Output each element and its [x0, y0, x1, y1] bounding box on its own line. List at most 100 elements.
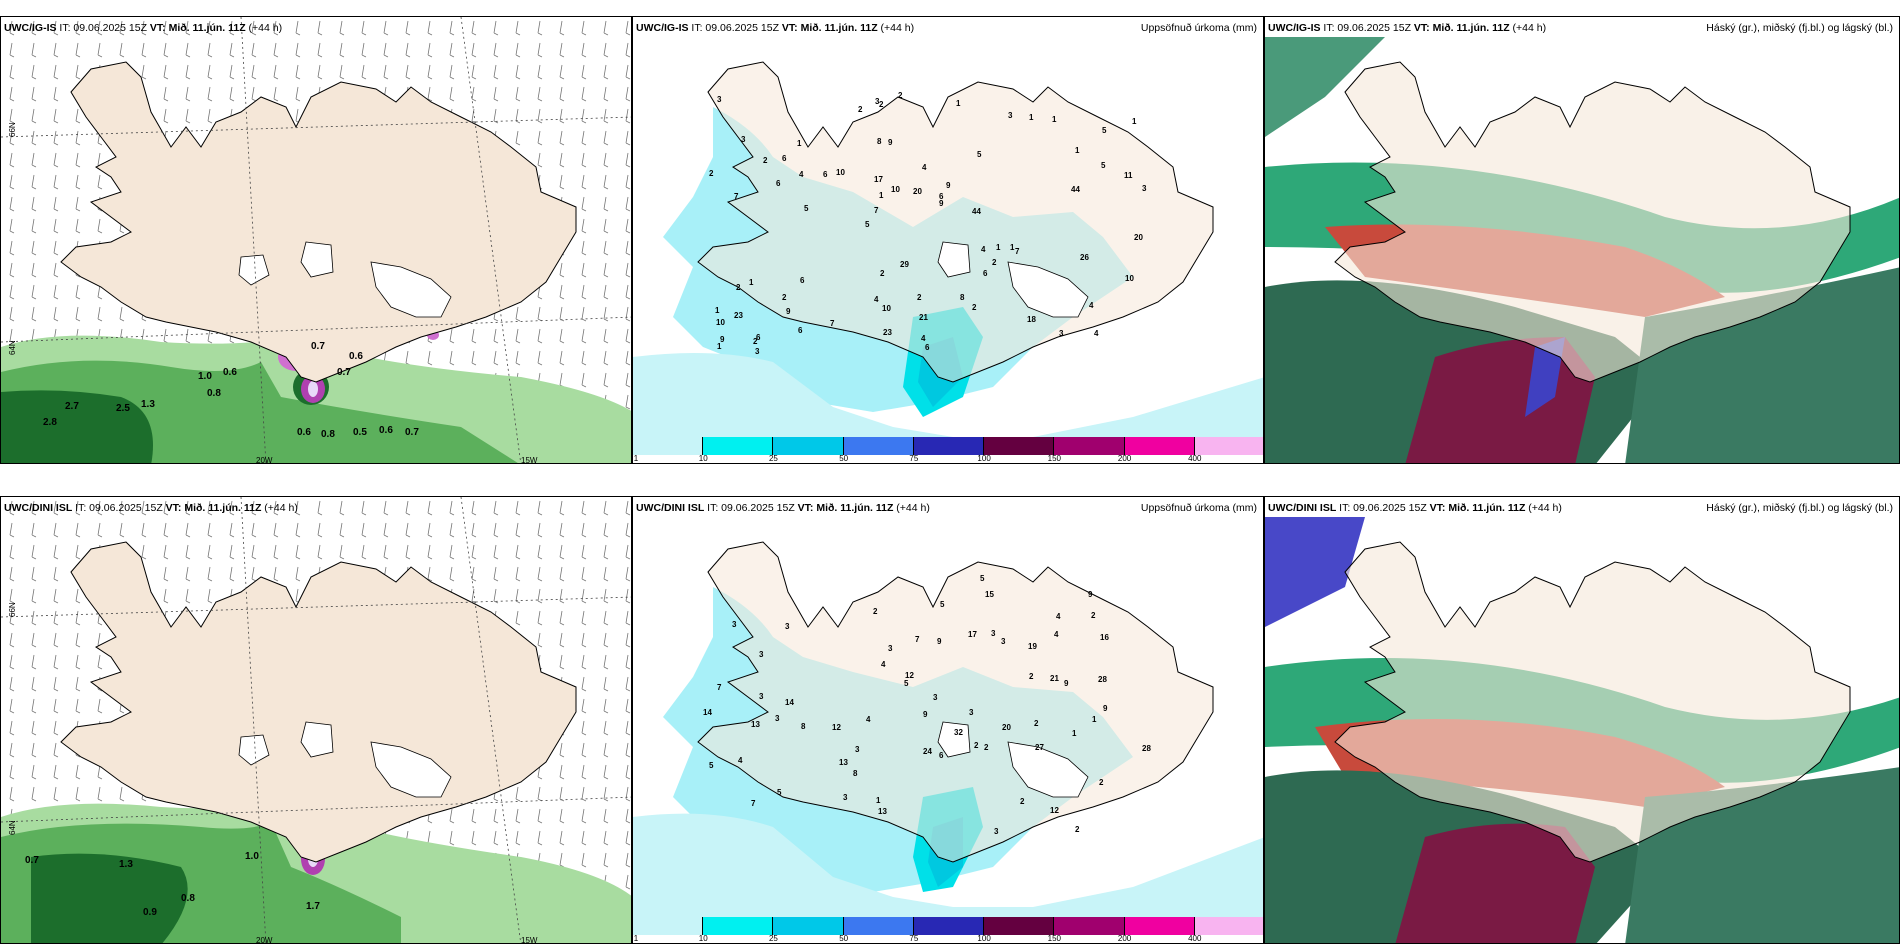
station-precip-value: 3	[991, 629, 996, 638]
panel-title: UWC/DINI ISL IT: 09.06.2025 15Z VT: Mið.…	[636, 502, 930, 514]
station-precip-value: 3	[855, 745, 860, 754]
colorbar-tick-label: 100	[977, 934, 991, 943]
station-precip-value: 3	[775, 714, 780, 723]
colorbar-tick-label: 25	[768, 934, 778, 943]
precip-value: 0.8	[321, 429, 335, 440]
precip-value: 0.5	[353, 427, 367, 438]
colorbar-segment	[773, 917, 844, 935]
colorbar-segment	[633, 917, 704, 935]
station-precip-value: 2	[898, 91, 903, 100]
colorbar-segment	[703, 917, 774, 935]
station-precip-value: 2	[1020, 797, 1025, 806]
station-precip-value: 1	[879, 191, 884, 200]
cloud-map	[1265, 17, 1899, 463]
precip-value: 1.7	[306, 901, 320, 912]
station-precip-value: 3	[1008, 111, 1013, 120]
colorbar-segment	[1194, 437, 1263, 455]
panel-right-title: Háský (gr.), miðský (fj.bl.) og lágský (…	[1706, 22, 1893, 34]
station-precip-value: 4	[738, 756, 743, 765]
station-precip-value: 5	[709, 761, 714, 770]
station-precip-value: 12	[1050, 806, 1059, 815]
station-precip-value: 1	[996, 243, 1001, 252]
station-precip-value: 20	[1134, 233, 1143, 242]
station-precip-value: 2	[736, 283, 741, 292]
colorbar-segment	[1124, 437, 1195, 455]
station-precip-value: 28	[1142, 744, 1151, 753]
station-precip-value: 6	[800, 276, 805, 285]
panel-title: UWC/IG-IS IT: 09.06.2025 15Z VT: Mið. 11…	[4, 22, 283, 34]
station-precip-value: 21	[1050, 674, 1059, 683]
station-precip-value: 2	[1091, 611, 1096, 620]
colorbar-tick-label: 50	[839, 454, 849, 463]
station-precip-value: 21	[919, 313, 928, 322]
panel-bot-right-cloud-map: UWC/DINI ISL IT: 09.06.2025 15Z VT: Mið.…	[1264, 496, 1900, 944]
station-precip-value: 29	[900, 260, 909, 269]
station-precip-value: 2	[709, 169, 714, 178]
colorbar-tick-label: 100	[977, 454, 991, 463]
station-precip-value: 3	[755, 347, 760, 356]
station-precip-value: 13	[839, 758, 848, 767]
station-precip-value: 5	[777, 788, 782, 797]
station-precip-value: 9	[946, 181, 951, 190]
precip-value: 1.3	[119, 859, 133, 870]
precip-value: 2.8	[43, 417, 57, 428]
station-precip-value: 6	[939, 751, 944, 760]
station-precip-value: 3	[933, 693, 938, 702]
station-precip-value: 5	[977, 150, 982, 159]
station-precip-value: 2	[1034, 719, 1039, 728]
lat-label: 66N	[8, 122, 17, 137]
precip-colorbar	[633, 917, 1263, 935]
colorbar-segment	[913, 437, 985, 455]
precip-value: 0.8	[207, 388, 221, 399]
colorbar-tick-label: 1	[633, 454, 639, 463]
station-precip-value: 9	[720, 335, 725, 344]
station-precip-value: 23	[734, 311, 743, 320]
panel-right-title: Háský (gr.), miðský (fj.bl.) og lágský (…	[1706, 502, 1893, 514]
panel-title: UWC/DINI ISL IT: 09.06.2025 15Z VT: Mið.…	[1268, 502, 1562, 514]
station-precip-value: 10	[891, 185, 900, 194]
station-precip-value: 9	[786, 307, 791, 316]
station-precip-value: 14	[703, 708, 712, 717]
station-precip-value: 7	[830, 319, 835, 328]
colorbar-tick-label: 200	[1117, 934, 1132, 943]
station-precip-value: 2	[917, 293, 922, 302]
panel-top-right-cloud-map: UWC/IG-IS IT: 09.06.2025 15Z VT: Mið. 11…	[1264, 16, 1900, 464]
colorbar-tick-label: 1	[633, 934, 639, 943]
cloud-map	[1265, 497, 1899, 943]
station-precip-value: 44	[972, 207, 981, 216]
station-precip-value: 2	[763, 156, 768, 165]
precip-colorbar	[633, 437, 1263, 455]
station-precip-value: 2	[880, 269, 885, 278]
station-precip-value: 8	[877, 137, 882, 146]
panel-bot-mid-precip-map: UWC/DINI ISL IT: 09.06.2025 15Z VT: Mið.…	[632, 496, 1264, 944]
station-precip-value: 1	[876, 796, 881, 805]
station-precip-value: 23	[883, 328, 892, 337]
station-precip-value: 20	[913, 187, 922, 196]
colorbar-segment	[703, 437, 774, 455]
station-precip-value: 16	[1100, 633, 1109, 642]
colorbar-segment	[633, 437, 704, 455]
station-precip-value: 7	[874, 206, 879, 215]
station-precip-value: 5	[1101, 161, 1106, 170]
station-precip-value: 2	[992, 258, 997, 267]
station-precip-value: 1	[1075, 146, 1080, 155]
station-precip-value: 3	[1059, 329, 1064, 338]
colorbar-segment	[1054, 437, 1125, 455]
station-precip-value: 9	[1064, 679, 1069, 688]
colorbar-tick-label: 200	[1117, 454, 1132, 463]
station-precip-value: 28	[1098, 675, 1107, 684]
station-precip-value: 32	[954, 728, 963, 737]
station-precip-value: 4	[981, 245, 986, 254]
colorbar-tick-label: 75	[909, 454, 919, 463]
station-precip-value: 4	[1054, 630, 1059, 639]
station-precip-value: 44	[1071, 185, 1080, 194]
lon-label: 20W	[256, 456, 273, 464]
station-precip-value: 4	[1094, 329, 1099, 338]
lon-label: 20W	[256, 936, 273, 944]
station-precip-value: 4	[921, 334, 926, 343]
station-precip-value: 10	[1125, 274, 1134, 283]
colorbar-segment	[913, 917, 985, 935]
station-precip-value: 3	[759, 692, 764, 701]
station-precip-value: 8	[960, 293, 965, 302]
